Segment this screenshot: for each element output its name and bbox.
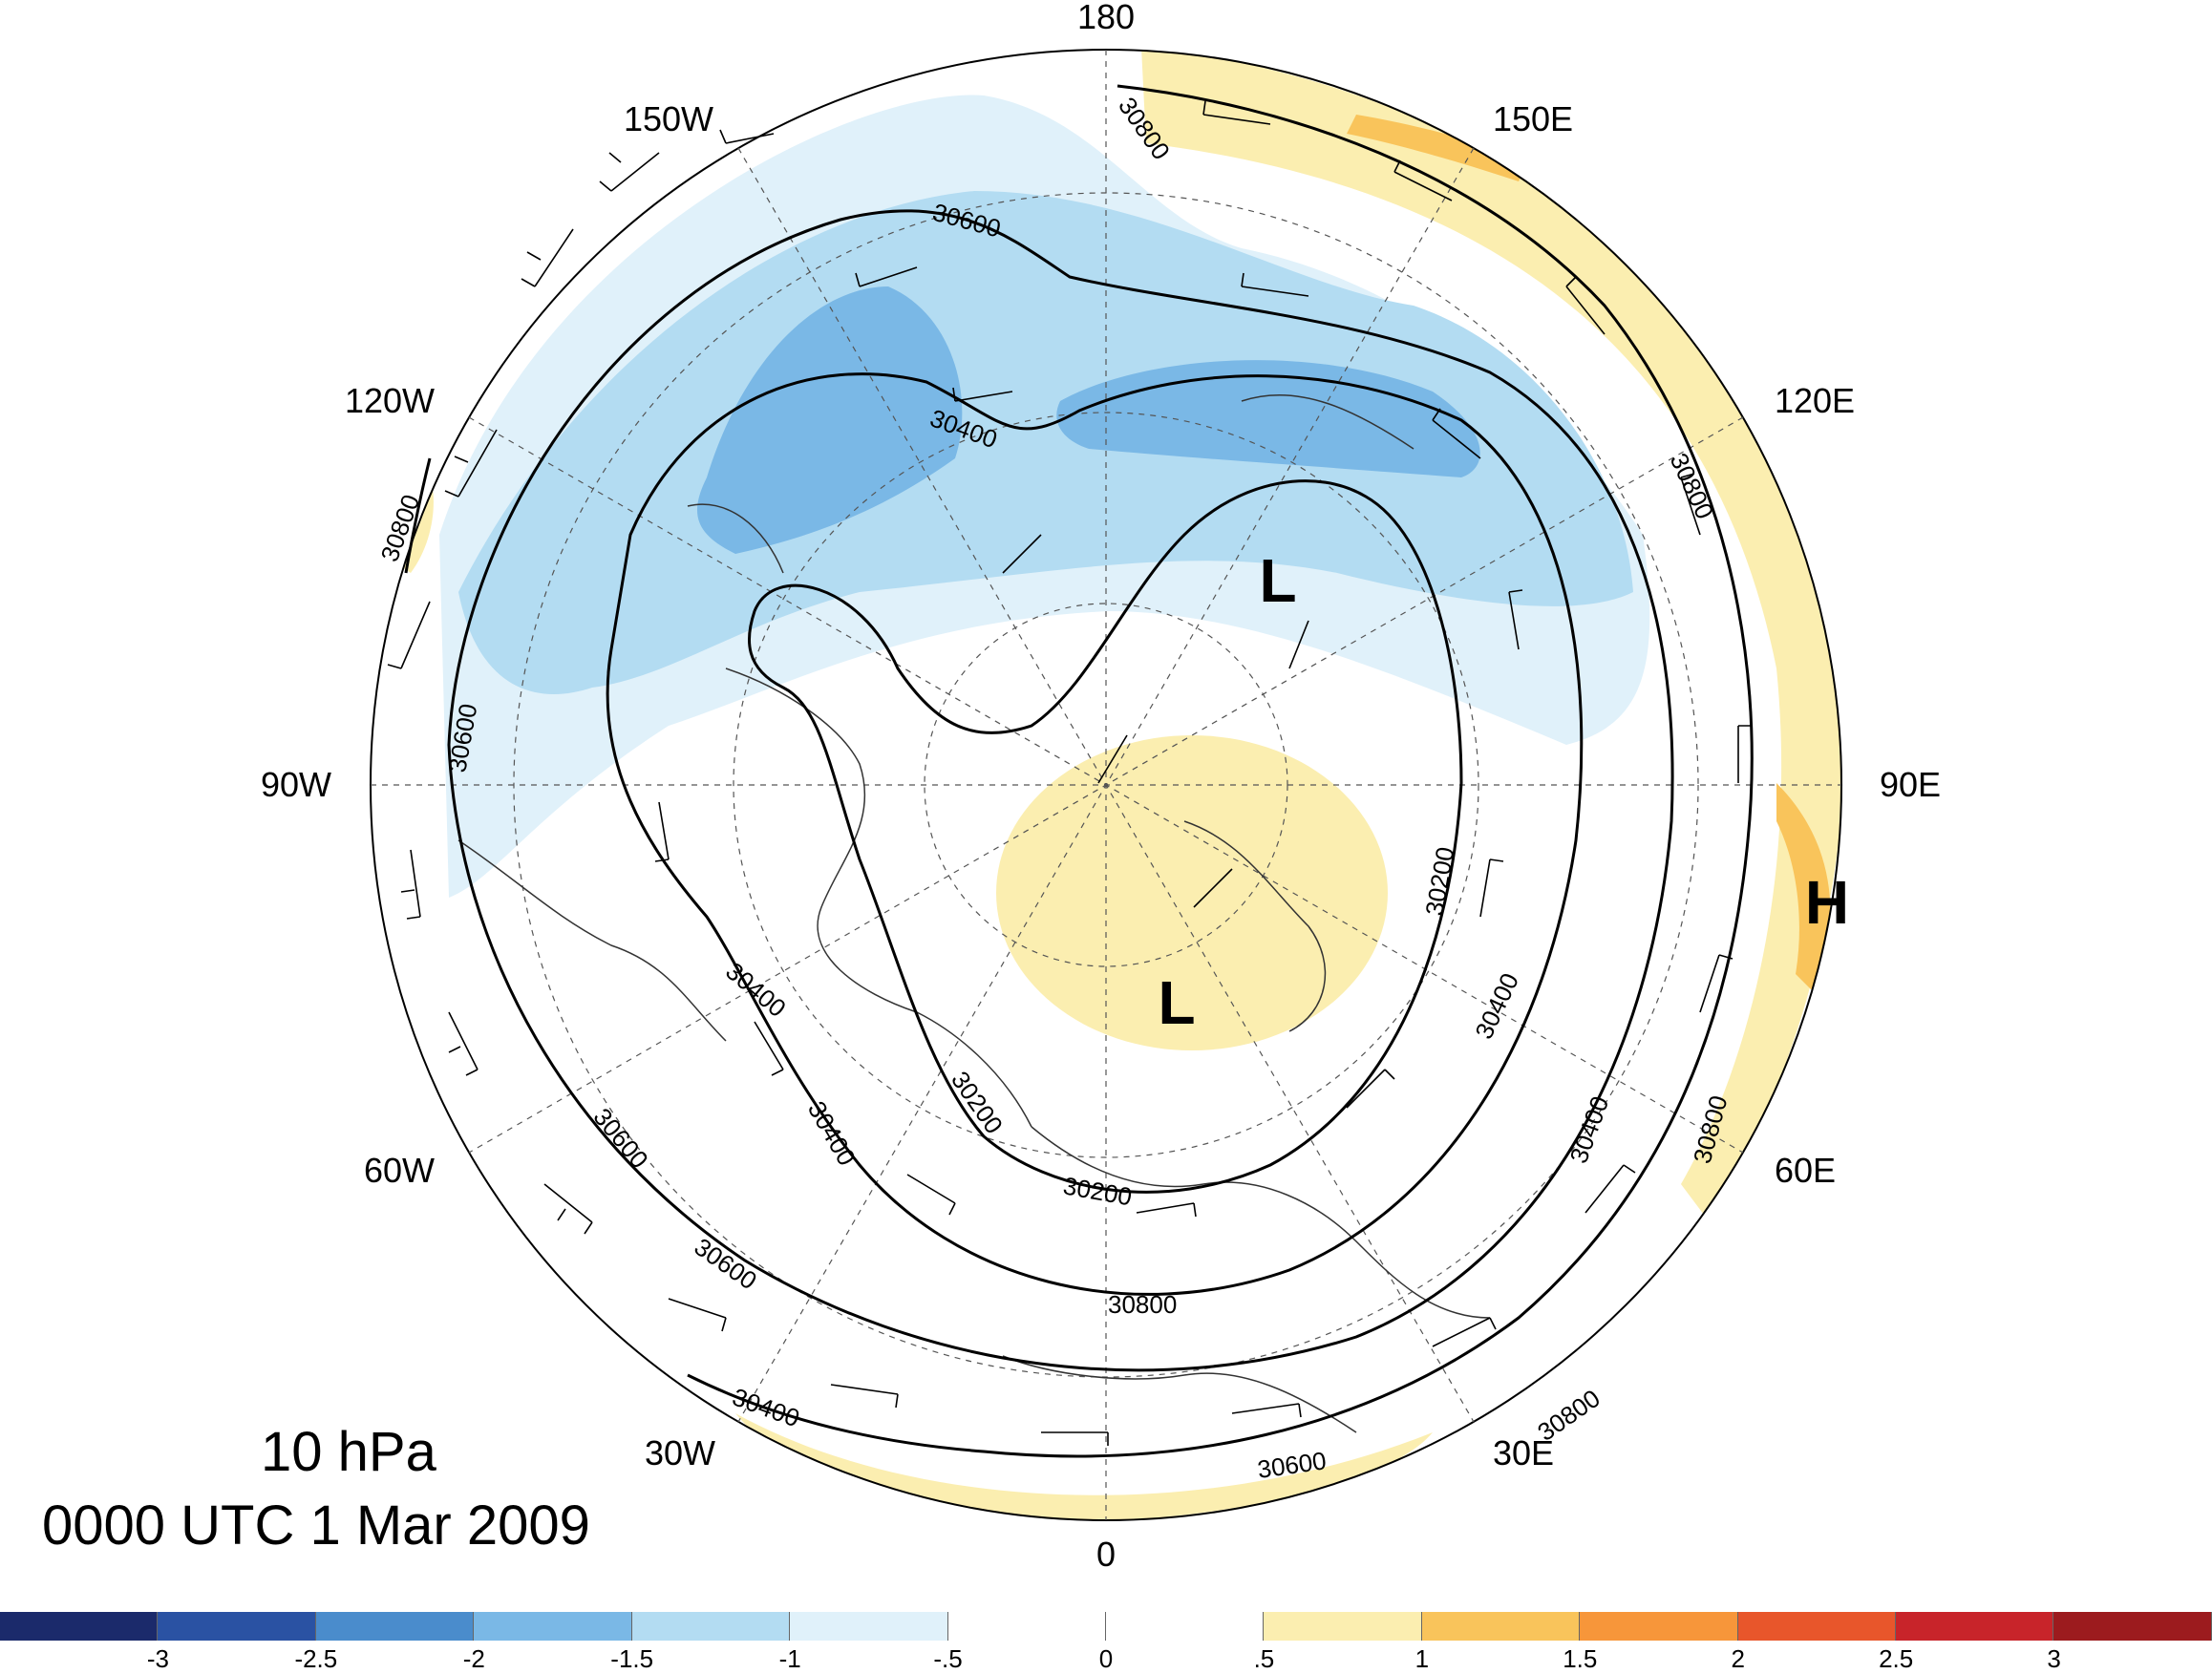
- colorbar-tick-label: -.5: [933, 1644, 963, 1673]
- lon-label-90w: 90W: [260, 765, 332, 804]
- lon-label-180: 180: [1076, 0, 1136, 36]
- lon-label-150e: 150E: [1492, 99, 1574, 138]
- colorbar-tick-label: 2.5: [1879, 1644, 1914, 1673]
- colorbar: [0, 1612, 2212, 1641]
- contour-label: 30200: [1419, 845, 1459, 918]
- anomaly-yellow-east-arc: [1141, 50, 1841, 1222]
- colorbar-tick-label: 1.5: [1563, 1644, 1598, 1673]
- colorbar-swatch: [1105, 1612, 1265, 1641]
- contour-label: 30400: [1469, 968, 1524, 1043]
- title-level: 10 hPa: [261, 1421, 436, 1483]
- colorbar-swatch: [631, 1612, 791, 1641]
- lon-label-150w: 150W: [623, 99, 714, 138]
- lon-label-120w: 120W: [344, 381, 436, 420]
- graticule: [371, 50, 1841, 1520]
- coastlines: [457, 393, 1491, 1433]
- polar-stereographic-map: 30800 30800 30600 30400 30800 30600 3040…: [370, 49, 1842, 1521]
- contour-30400: [606, 372, 1584, 1296]
- contour-30600: [447, 209, 1674, 1372]
- contour-label: 30400: [729, 1382, 803, 1432]
- anomaly-deep-blue-west: [697, 286, 963, 554]
- colorbar-tick-label: 3: [2047, 1644, 2061, 1673]
- high-marker: H: [1804, 868, 1850, 937]
- anomaly-orange-east: [1776, 783, 1831, 993]
- contour-label: 30600: [587, 1103, 653, 1175]
- colorbar-swatch: [1421, 1612, 1581, 1641]
- lon-label-0: 0: [1095, 1535, 1117, 1574]
- colorbar-tick-label: -2: [462, 1644, 485, 1673]
- anomaly-yellow-center: [996, 735, 1388, 1050]
- colorbar-swatch: [474, 1612, 632, 1641]
- colorbar-swatch: [947, 1612, 1106, 1641]
- anomaly-orange-north: [1347, 115, 1528, 181]
- contour-label: 30400: [1563, 1092, 1614, 1167]
- low-marker: L: [1158, 968, 1196, 1037]
- colorbar-swatch: [1896, 1612, 2054, 1641]
- lon-label-30e: 30E: [1492, 1433, 1555, 1473]
- colorbar-tick-label: -2.5: [294, 1644, 338, 1673]
- colorbar-tick-label: 2: [1731, 1644, 1745, 1673]
- colorbar-tick-label: 1: [1414, 1644, 1430, 1673]
- colorbar-swatch: [0, 1612, 159, 1641]
- contour-label: 30400: [720, 957, 792, 1023]
- colorbar-swatch: [790, 1612, 948, 1641]
- lon-label-120e: 120E: [1774, 381, 1856, 420]
- contour-label: 30600: [690, 1232, 762, 1295]
- colorbar-swatch: [158, 1612, 316, 1641]
- colorbar-tick-label: -1.5: [610, 1644, 654, 1673]
- contour-label: 30800: [1108, 1290, 1177, 1319]
- contour-label: 30400: [802, 1096, 861, 1171]
- lon-label-30w: 30W: [644, 1433, 716, 1473]
- colorbar-tick-label: -3: [146, 1644, 169, 1673]
- lon-label-60w: 60W: [363, 1151, 436, 1190]
- colorbar-tick-label: -1: [778, 1644, 801, 1673]
- colorbar-tick-label: .5: [1253, 1644, 1275, 1673]
- colorbar-swatch: [2053, 1612, 2212, 1641]
- anomaly-mid-blue: [458, 191, 1633, 694]
- contour-30800-nw: [404, 457, 432, 574]
- colorbar-swatch: [315, 1612, 475, 1641]
- colorbar-swatch: [1264, 1612, 1422, 1641]
- lon-label-90e: 90E: [1879, 765, 1942, 804]
- contour-30200-inner: [748, 479, 1463, 1194]
- contour-30800: [687, 84, 1754, 1458]
- colorbar-swatch: [1737, 1612, 1897, 1641]
- low-marker: L: [1259, 546, 1297, 615]
- title-time: 0000 UTC 1 Mar 2009: [42, 1494, 590, 1557]
- colorbar-tick-label: 0: [1098, 1644, 1114, 1673]
- colorbar-swatch: [1580, 1612, 1738, 1641]
- lon-label-60e: 60E: [1774, 1151, 1837, 1190]
- contour-label: 30200: [1061, 1171, 1134, 1211]
- wind-barbs: [387, 100, 1752, 1446]
- height-contours: [404, 84, 1754, 1458]
